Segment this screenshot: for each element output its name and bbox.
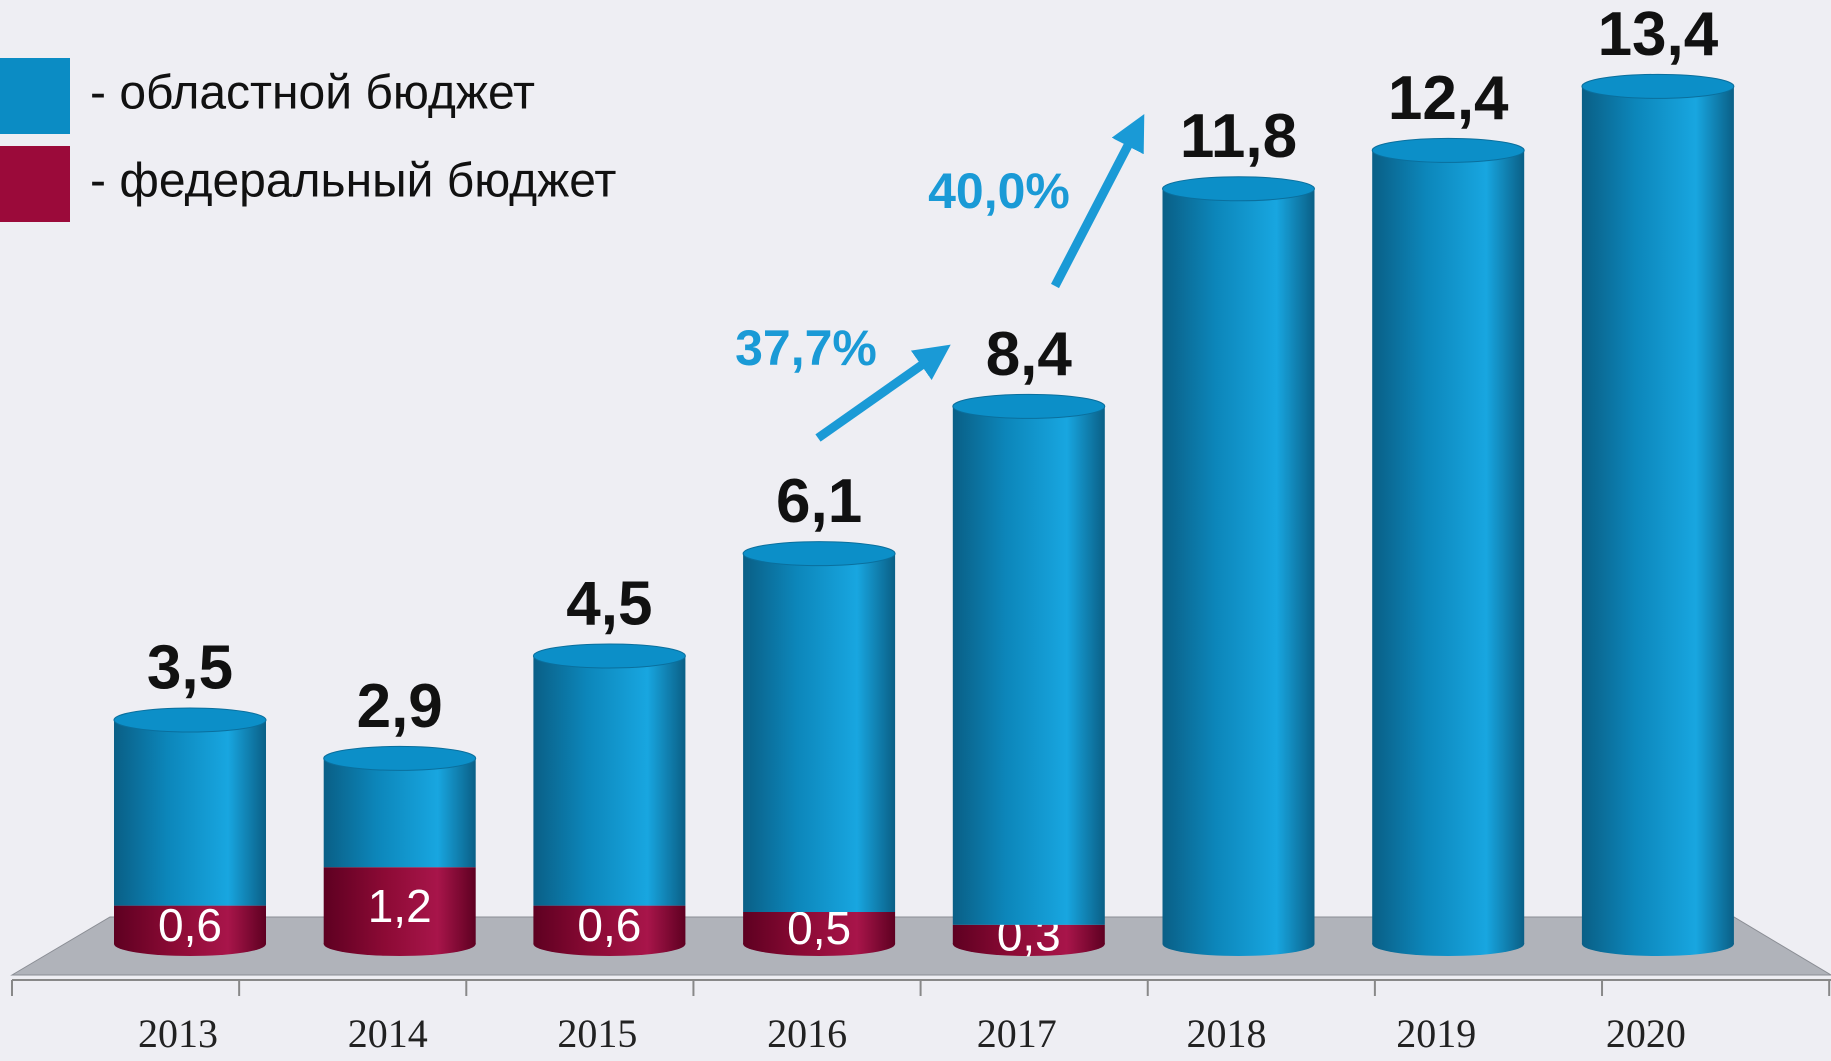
legend-label: - федеральный бюджет xyxy=(90,155,616,208)
bar xyxy=(743,912,896,944)
x-tick-label: 2018 xyxy=(1187,1011,1267,1056)
total-label: 12,4 xyxy=(1388,64,1509,133)
bar xyxy=(533,905,686,944)
bar-top xyxy=(113,707,267,733)
total-label: 11,8 xyxy=(1180,102,1297,171)
bar xyxy=(1581,86,1734,944)
x-tick-label: 2016 xyxy=(767,1011,847,1056)
bar xyxy=(1162,188,1315,945)
bar xyxy=(114,905,266,944)
bar-top xyxy=(1581,73,1735,99)
bar-top xyxy=(1162,176,1315,202)
bar xyxy=(743,553,896,912)
total-label: 6,1 xyxy=(776,467,862,536)
bar xyxy=(1372,150,1525,944)
legend-label: - областной бюджет xyxy=(90,67,535,120)
x-tick-label: 2019 xyxy=(1396,1011,1476,1056)
bar xyxy=(533,656,686,906)
data-label: 1,2 xyxy=(368,880,432,932)
x-tick-label: 2013 xyxy=(138,1011,218,1056)
legend-swatch xyxy=(0,146,70,222)
annotation: 40,0% xyxy=(928,163,1070,219)
bar-top xyxy=(742,541,896,567)
total-label: 8,4 xyxy=(986,320,1073,389)
total-label: 2,9 xyxy=(357,672,443,741)
data-label: 0,6 xyxy=(158,899,222,951)
x-tick-label: 2015 xyxy=(557,1011,637,1056)
arrow xyxy=(1051,114,1145,289)
x-tick-label: 2017 xyxy=(977,1011,1057,1056)
bar-top xyxy=(532,643,686,669)
bar xyxy=(952,924,1105,944)
data-label: 0,6 xyxy=(577,899,641,951)
legend-swatch xyxy=(0,58,70,134)
x-tick-label: 2020 xyxy=(1606,1011,1686,1056)
annotation: 37,7% xyxy=(735,320,877,376)
arrow xyxy=(815,344,951,442)
floor xyxy=(10,916,1831,976)
total-label: 13,4 xyxy=(1598,0,1719,69)
bar xyxy=(323,758,476,868)
bar xyxy=(323,867,476,944)
x-tick-label: 2014 xyxy=(348,1011,428,1056)
total-label: 4,5 xyxy=(566,569,652,638)
total-label: 3,5 xyxy=(147,633,233,702)
bar-top xyxy=(1371,137,1525,163)
bar-top xyxy=(952,393,1106,419)
bar xyxy=(952,406,1105,925)
bar xyxy=(114,720,266,906)
bar-top xyxy=(323,745,477,771)
